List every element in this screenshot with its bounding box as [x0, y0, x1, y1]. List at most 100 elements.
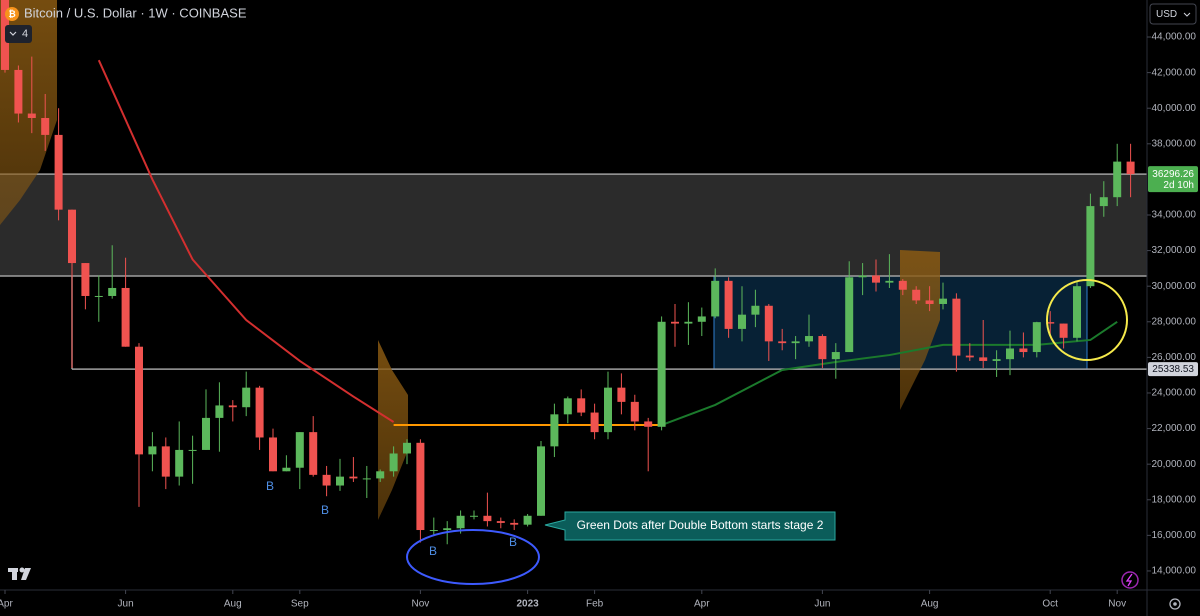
y-tick-label: 30,000.00 — [1152, 281, 1197, 292]
candle-body — [711, 280, 720, 317]
bitcoin-icon — [5, 7, 19, 21]
plot: B B B B — [1, 0, 1135, 558]
candle-body — [644, 421, 653, 427]
candle-body — [925, 300, 934, 304]
tv-logo — [8, 567, 31, 580]
y-tick-label: 26,000.00 — [1152, 352, 1197, 363]
candle-body — [1006, 348, 1014, 360]
callout-box — [544, 511, 836, 541]
candle-body — [41, 118, 50, 135]
candle-body — [872, 275, 880, 283]
axes: 44,000.00 42,000.00 40,000.00 38,000.00 34,0… — [0, 32, 1198, 610]
candle-body — [68, 209, 76, 264]
candle-body — [1059, 323, 1068, 338]
countdown: 2d 10h — [1163, 180, 1194, 191]
price-tag — [1148, 166, 1198, 193]
currency-select[interactable] — [1149, 3, 1197, 25]
candle-body — [510, 522, 519, 525]
x-tick-label: Aug — [224, 599, 242, 610]
x-tick-label: 2023 — [516, 599, 539, 610]
bitcoin-glyph: ₿ — [8, 9, 15, 19]
x-tick-label: Feb — [586, 599, 604, 610]
b-label: B — [509, 535, 517, 549]
candle-body — [979, 357, 988, 361]
candle-body — [376, 471, 385, 479]
indicator-count: 4 — [22, 28, 28, 40]
candle-body — [1032, 322, 1041, 353]
candle-body — [751, 305, 760, 315]
double-bottom-circle — [406, 529, 540, 585]
candle-body — [389, 453, 398, 472]
y-tick-label: 40,000.00 — [1152, 103, 1197, 114]
x-tick-label: Apr — [0, 599, 13, 610]
candle-body — [202, 417, 210, 450]
candle-body — [1099, 197, 1108, 207]
candle-body — [671, 321, 679, 324]
shade — [0, 0, 57, 225]
candle-body — [309, 432, 318, 475]
candle-body — [791, 341, 800, 344]
settings-icon[interactable] — [1169, 598, 1181, 610]
candle-body — [764, 305, 773, 342]
chart-title: Bitcoin / U.S. Dollar · 1W · COINBASE — [24, 5, 247, 20]
y-tick-label: 38,000.00 — [1152, 138, 1197, 149]
candle-body — [255, 387, 264, 438]
candle-body — [362, 478, 371, 480]
candle-body — [416, 442, 425, 531]
orange-shading — [0, 0, 940, 520]
candle-body — [939, 298, 947, 304]
x-tick-label: Nov — [1108, 599, 1126, 610]
candle-body — [818, 336, 827, 360]
candle-body — [496, 521, 505, 523]
candle-body — [1046, 322, 1055, 324]
candle-body — [885, 280, 894, 283]
candle-body — [188, 449, 197, 451]
candle-body — [965, 355, 974, 358]
alert-icon[interactable] — [1121, 571, 1139, 589]
y-tick-label: 32,000.00 — [1152, 245, 1197, 256]
annotation-text: Green Dots after Double Bottom starts st… — [577, 518, 824, 532]
candle-body — [805, 336, 813, 342]
candle-body — [1113, 161, 1122, 198]
candle-body — [952, 298, 961, 356]
b-label: B — [429, 544, 437, 558]
logo-part — [12, 568, 17, 580]
bolt — [1125, 573, 1133, 587]
candle-body — [1019, 348, 1028, 353]
candle-body — [1073, 286, 1081, 338]
chevron — [1183, 12, 1191, 17]
candle-body — [630, 401, 639, 422]
candle-body — [1086, 206, 1095, 287]
candle-body — [537, 446, 545, 516]
candle-body — [403, 442, 411, 454]
level-price: 25338.53 — [1152, 364, 1194, 375]
y-tick-label: 42,000.00 — [1152, 67, 1197, 78]
y-tick-label: 22,000.00 — [1152, 423, 1197, 434]
candle-body — [858, 275, 867, 278]
indicator-toggle[interactable] — [5, 25, 32, 43]
candle-body — [1126, 161, 1135, 175]
candle-body — [738, 314, 746, 329]
candle-body — [831, 352, 840, 360]
candle-body — [215, 405, 224, 418]
candle-body — [590, 412, 599, 433]
currency: USD — [1156, 9, 1177, 20]
candle-body — [295, 432, 304, 468]
b-label: B — [321, 503, 329, 517]
candle-body — [81, 263, 90, 296]
candle-body — [657, 321, 666, 427]
candle-body — [604, 387, 612, 433]
candle-body — [349, 476, 358, 479]
candle-body — [483, 515, 492, 522]
candle-body — [228, 405, 237, 408]
y-tick-label: 20,000.00 — [1152, 459, 1197, 470]
candle-body — [27, 113, 36, 118]
zones — [0, 173, 1147, 370]
x-tick-label: Jun — [118, 599, 134, 610]
candle-body — [14, 69, 23, 114]
logo-part — [19, 567, 25, 573]
candle-body — [269, 437, 277, 472]
gray-band — [0, 174, 1147, 277]
y-tick-label: 16,000.00 — [1152, 530, 1197, 541]
candle-body — [242, 387, 251, 408]
